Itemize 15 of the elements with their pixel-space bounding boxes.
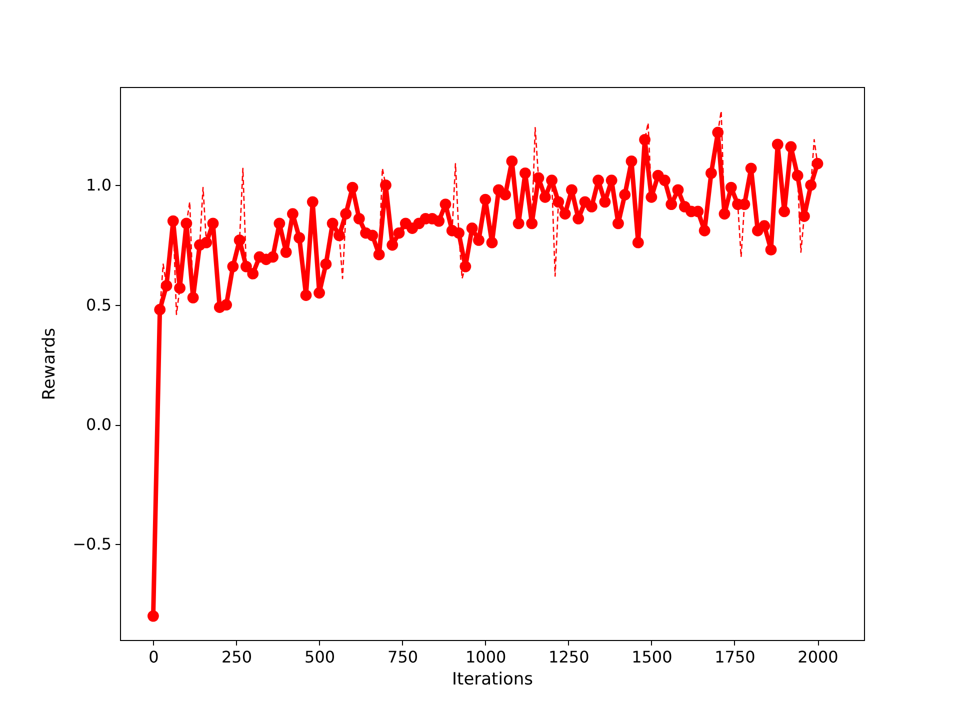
x-tick-label: 1250 [548, 648, 590, 666]
x-tick-label: 1500 [632, 648, 672, 666]
x-tick-label: 750 [388, 648, 418, 666]
x-tick-label: 1000 [466, 648, 506, 666]
y-tick-label: −0.5 [72, 534, 112, 554]
x-tick-label: 0 [148, 648, 159, 666]
y-tick-label: 0.5 [86, 295, 112, 314]
x-tick-label: 1750 [714, 648, 756, 666]
x-tick-label: 250 [221, 648, 252, 666]
y-axis-title: Rewards [40, 328, 60, 400]
y-tick-label: 0.0 [86, 415, 112, 434]
x-tick-label: 2000 [798, 648, 838, 666]
y-tick-label: 1.0 [86, 176, 112, 195]
x-axis-title: Iterations [452, 670, 534, 690]
x-tick-label: 500 [304, 648, 336, 666]
